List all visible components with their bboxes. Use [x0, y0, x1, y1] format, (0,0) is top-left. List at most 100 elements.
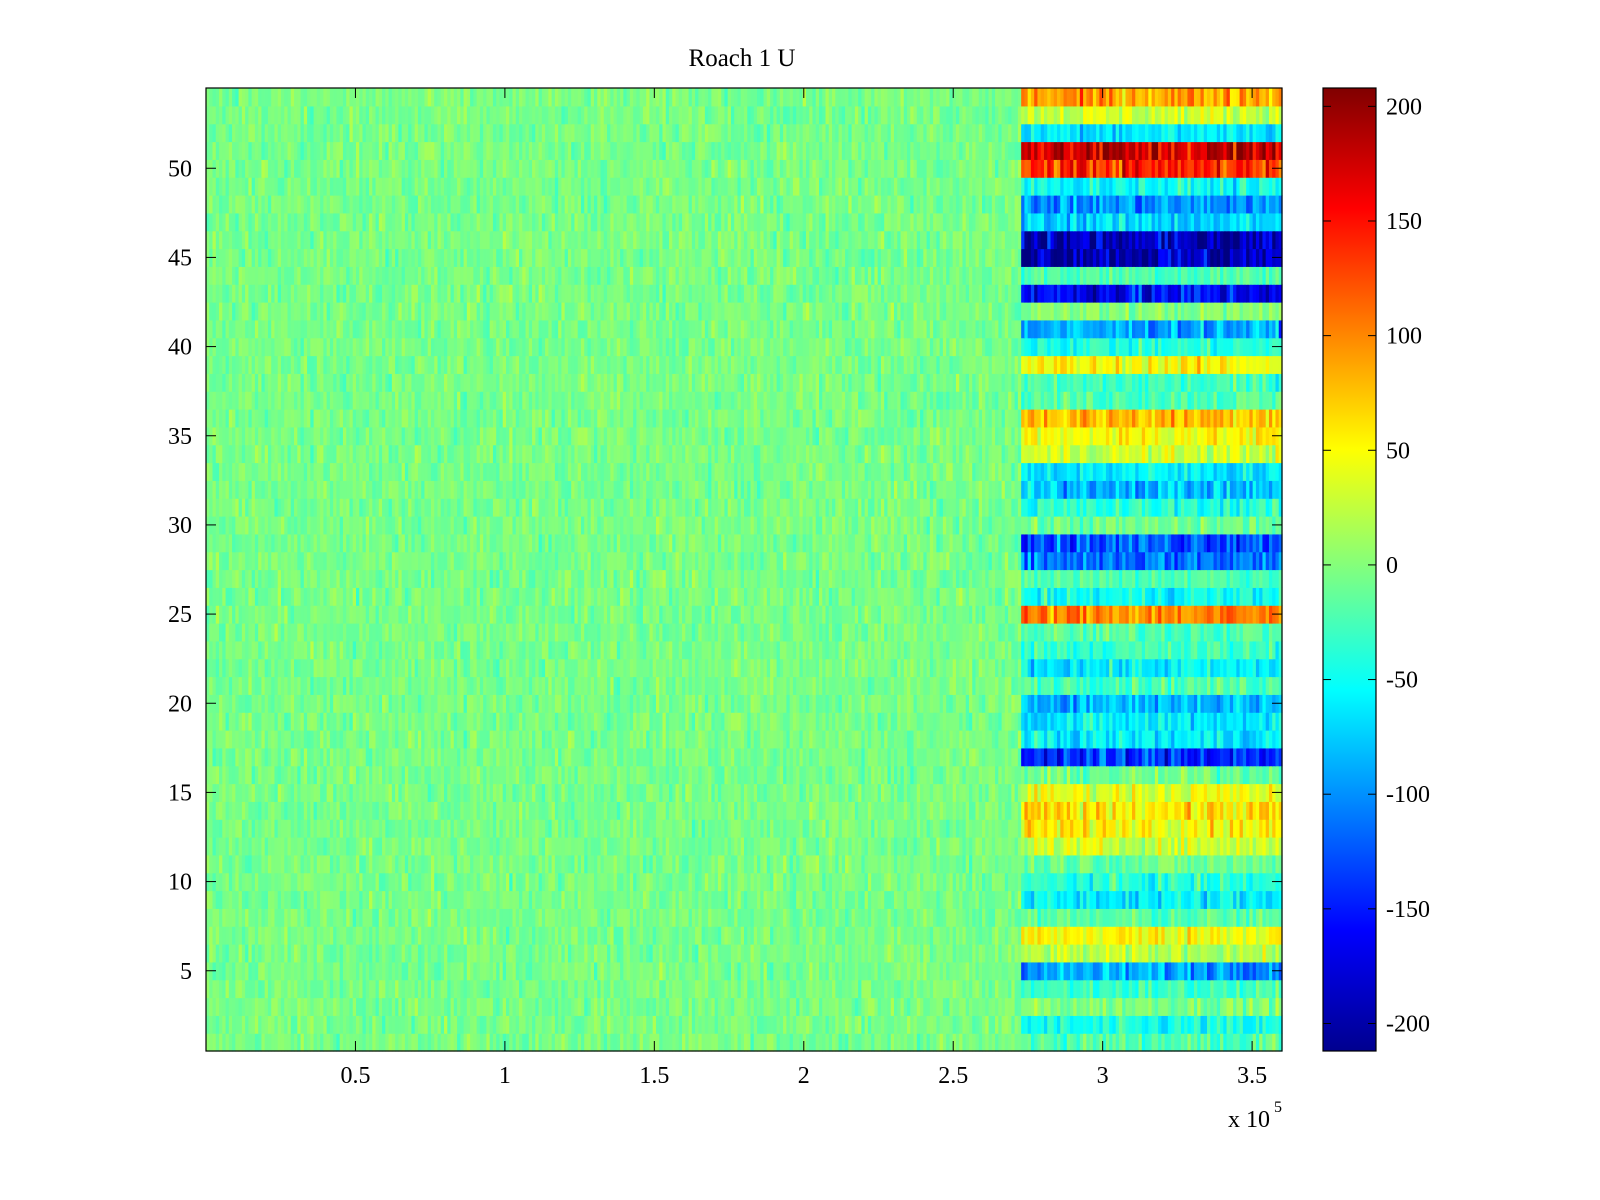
heatmap-cell	[372, 908, 377, 927]
heatmap-cell	[972, 961, 977, 981]
heatmap-cell	[254, 944, 259, 963]
heatmap-cell	[946, 872, 951, 892]
heatmap-cell	[659, 979, 664, 999]
heatmap-cell	[616, 979, 621, 999]
heatmap-cell	[307, 890, 311, 909]
heatmap-cell	[538, 890, 543, 909]
heatmap-cell	[828, 997, 833, 1016]
heatmap-cell	[316, 908, 321, 927]
heatmap-cell	[470, 872, 474, 892]
heatmap-cell	[1278, 890, 1283, 909]
heatmap-cell	[1239, 926, 1244, 945]
heatmap-cell	[567, 1033, 572, 1052]
heatmap-cell	[1122, 908, 1127, 927]
heatmap-cell	[228, 926, 233, 945]
heatmap-cell	[920, 997, 924, 1016]
heatmap-cell	[1141, 944, 1146, 963]
heatmap-cell	[1047, 979, 1052, 999]
heatmap-cell	[222, 908, 227, 927]
heatmap-cell	[936, 961, 941, 981]
heatmap-cell	[929, 997, 934, 1016]
heatmap-cell	[665, 890, 670, 909]
heatmap-cell	[1109, 944, 1114, 963]
heatmap-cell	[1262, 979, 1267, 999]
heatmap-cell	[783, 890, 787, 909]
heatmap-cell	[342, 961, 347, 981]
heatmap-cell	[362, 890, 367, 909]
heatmap-cell	[346, 944, 351, 963]
heatmap-cell	[440, 908, 445, 927]
heatmap-cell	[206, 854, 210, 874]
heatmap-cell	[789, 890, 794, 909]
heatmap-cell	[1249, 926, 1254, 945]
heatmap-cell	[998, 997, 1003, 1016]
heatmap-cell	[489, 1033, 494, 1052]
heatmap-cell	[241, 979, 246, 999]
heatmap-cell	[929, 961, 934, 981]
heatmap-cell	[1027, 944, 1032, 963]
heatmap-cell	[554, 890, 559, 909]
heatmap-cell	[209, 1015, 214, 1034]
heatmap-cell	[1037, 944, 1042, 963]
heatmap-cell	[453, 890, 458, 909]
heatmap-cell	[401, 926, 406, 945]
heatmap-cell	[763, 872, 768, 892]
heatmap-cell	[408, 944, 413, 963]
heatmap-cell	[1239, 1033, 1244, 1052]
heatmap-cell	[1242, 1033, 1247, 1052]
heatmap-cell	[916, 979, 921, 999]
heatmap-cell	[897, 890, 902, 909]
heatmap-cell	[760, 926, 765, 945]
heatmap-cell	[342, 890, 347, 909]
heatmap-cell	[1193, 944, 1198, 963]
heatmap-cell	[1177, 979, 1182, 999]
heatmap-cell	[1079, 872, 1084, 892]
heatmap-cell	[600, 1015, 605, 1034]
heatmap-cell	[968, 997, 973, 1016]
heatmap-cell	[626, 872, 631, 892]
heatmap-cell	[968, 872, 973, 892]
heatmap-cell	[721, 979, 726, 999]
heatmap-cell	[541, 1015, 546, 1034]
heatmap-cell	[554, 1033, 559, 1052]
heatmap-cell	[1096, 961, 1101, 981]
heatmap-cell	[1200, 890, 1205, 909]
heatmap-cell	[965, 872, 970, 892]
heatmap-cell	[287, 1033, 292, 1052]
heatmap-cell	[1102, 890, 1107, 909]
heatmap-cell	[864, 926, 869, 945]
heatmap-cell	[1184, 926, 1189, 945]
heatmap-cell	[1216, 1033, 1221, 1052]
heatmap-cell	[786, 926, 791, 945]
heatmap-cell	[336, 890, 341, 909]
heatmap-cell	[832, 1015, 836, 1034]
heatmap-cell	[541, 872, 546, 892]
heatmap-cell	[708, 961, 712, 981]
heatmap-cell	[352, 1015, 357, 1034]
heatmap-cell	[496, 872, 501, 892]
heatmap-cell	[655, 997, 660, 1016]
heatmap-cell	[1242, 890, 1247, 909]
heatmap-cell	[395, 908, 399, 927]
heatmap-cell	[1128, 979, 1133, 999]
heatmap-cell	[740, 872, 745, 892]
heatmap-cell	[805, 908, 810, 927]
heatmap-cell	[773, 872, 778, 892]
heatmap-cell	[450, 944, 455, 963]
heatmap-cell	[1171, 1015, 1175, 1034]
heatmap-cell	[1226, 908, 1231, 927]
heatmap-cell	[574, 872, 579, 892]
heatmap-cell	[355, 979, 360, 999]
heatmap-cell	[1265, 926, 1270, 945]
heatmap-cell	[802, 944, 807, 963]
heatmap-cell	[551, 979, 556, 999]
heatmap-cell	[1207, 926, 1211, 945]
heatmap-cell	[248, 1033, 253, 1052]
heatmap-cell	[486, 944, 491, 963]
heatmap-cell	[1180, 1015, 1185, 1034]
heatmap-cell	[499, 944, 504, 963]
heatmap-cell	[1043, 1015, 1048, 1034]
heatmap-cell	[1233, 926, 1237, 945]
heatmap-cell	[890, 908, 895, 927]
heatmap-cell	[219, 979, 223, 999]
